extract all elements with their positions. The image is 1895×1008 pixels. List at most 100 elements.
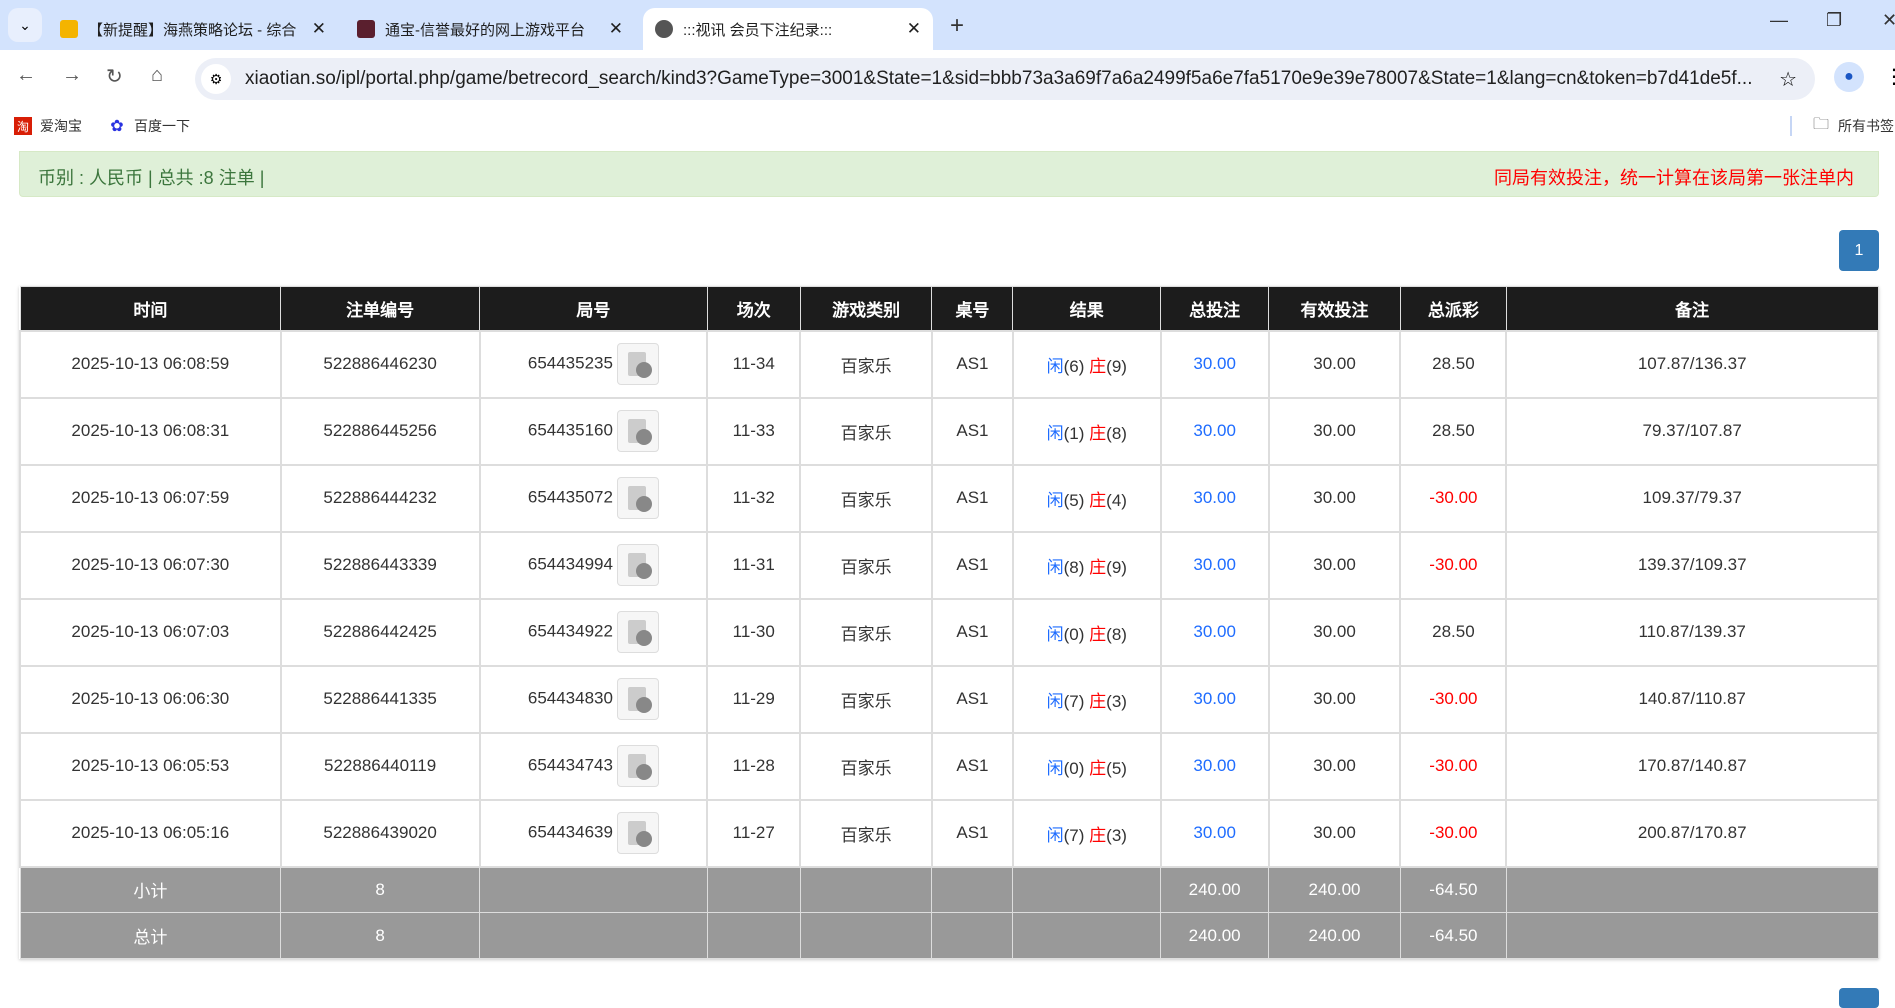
banker-points: (8) bbox=[1106, 624, 1127, 644]
banker-points: (3) bbox=[1106, 825, 1127, 845]
game-type-cell: 百家乐 bbox=[799, 463, 933, 533]
tab-bet-record[interactable]: :::视讯 会员下注纪录::: ✕ bbox=[643, 8, 933, 50]
note-cell: 109.37/79.37 bbox=[1505, 463, 1879, 533]
player-label: 闲 bbox=[1046, 490, 1064, 510]
video-replay-icon[interactable] bbox=[616, 812, 659, 854]
game-type-cell: 百家乐 bbox=[799, 396, 933, 466]
close-tab-icon[interactable]: ✕ bbox=[906, 19, 921, 38]
close-tab-icon[interactable]: ✕ bbox=[311, 19, 326, 38]
column-header: 结果 bbox=[1012, 286, 1162, 331]
total-payout: -64.50 bbox=[1399, 912, 1507, 959]
video-replay-icon[interactable] bbox=[616, 745, 659, 787]
banker-label: 庄 bbox=[1089, 825, 1107, 845]
result-cell: 闲(5) 庄(4) bbox=[1011, 463, 1162, 533]
close-window-icon[interactable]: ✕ bbox=[1882, 10, 1895, 30]
new-tab-plus-icon[interactable]: + bbox=[950, 12, 965, 39]
total-bet-cell: 30.00 bbox=[1159, 530, 1270, 600]
table-header-row: 时间 注单编号 局号 场次 游戏类别 桌号 结果 总投注 有效投注 总派彩 备注 bbox=[19, 286, 1879, 331]
shoe-cell: 11-34 bbox=[706, 329, 802, 399]
banker-points: (4) bbox=[1106, 490, 1127, 510]
shoe-cell: 11-32 bbox=[706, 463, 802, 533]
column-header: 总派彩 bbox=[1399, 286, 1507, 331]
page-button-1[interactable]: 1 bbox=[1839, 230, 1879, 271]
empty-cell bbox=[799, 912, 933, 959]
valid-bet-cell: 30.00 bbox=[1267, 530, 1402, 600]
player-label: 闲 bbox=[1046, 356, 1064, 376]
browser-toolbar: ← → ↻ ⌂ ⚙ xiaotian.so/ipl/portal.php/gam… bbox=[0, 50, 1895, 108]
bet-id-cell: 522886440119 bbox=[279, 731, 481, 801]
bookmark-star-icon[interactable]: ☆ bbox=[1779, 68, 1797, 91]
reload-icon[interactable]: ↻ bbox=[106, 66, 123, 88]
payout-cell: -30.00 bbox=[1399, 463, 1508, 533]
shoe-cell: 11-28 bbox=[706, 731, 802, 801]
time-cell: 2025-10-13 06:05:16 bbox=[19, 798, 282, 868]
total-bet-cell: 30.00 bbox=[1159, 664, 1270, 734]
video-replay-icon[interactable] bbox=[616, 678, 659, 720]
all-bookmarks[interactable]: 🗀 所有书签 bbox=[1812, 116, 1894, 136]
restore-icon[interactable]: ❐ bbox=[1826, 10, 1843, 30]
table-row: 2025-10-13 06:05:53 522886440119 654434743… bbox=[19, 731, 1879, 801]
url-text[interactable]: xiaotian.so/ipl/portal.php/game/betrecor… bbox=[245, 68, 1753, 89]
video-replay-icon[interactable] bbox=[616, 611, 659, 653]
subtotal-bet: 240.00 bbox=[1160, 866, 1270, 913]
minimize-icon[interactable]: — bbox=[1770, 10, 1788, 30]
bookmarks-bar: 淘 爱淘宝 ✿ 百度一下 🗀 所有书签 bbox=[0, 108, 1895, 144]
folder-icon: 🗀 bbox=[1812, 115, 1829, 133]
player-points: (8) bbox=[1063, 557, 1085, 577]
close-tab-icon[interactable]: ✕ bbox=[608, 19, 623, 38]
table-row: 2025-10-13 06:08:31 522886445256 654435160… bbox=[19, 396, 1879, 466]
address-bar[interactable]: ⚙ xiaotian.so/ipl/portal.php/game/betrec… bbox=[195, 58, 1815, 100]
video-replay-icon[interactable] bbox=[616, 410, 659, 452]
result-cell: 闲(7) 庄(3) bbox=[1011, 798, 1162, 868]
game-type-cell: 百家乐 bbox=[799, 664, 933, 734]
total-bet-cell: 30.00 bbox=[1159, 329, 1270, 399]
profile-avatar-icon[interactable]: ● bbox=[1834, 62, 1864, 92]
banker-label: 庄 bbox=[1089, 356, 1107, 376]
result-cell: 闲(7) 庄(3) bbox=[1011, 664, 1162, 734]
empty-cell bbox=[1505, 866, 1879, 913]
back-icon[interactable]: ← bbox=[16, 64, 36, 86]
payout-cell: -30.00 bbox=[1399, 530, 1508, 600]
table-row: 2025-10-13 06:06:30 522886441335 654434830… bbox=[19, 664, 1879, 734]
payout-cell: -30.00 bbox=[1399, 664, 1508, 734]
round-number: 654434922 bbox=[527, 621, 613, 641]
site-info-icon[interactable]: ⚙ bbox=[201, 64, 231, 94]
tab-tongbao[interactable]: 通宝-信誉最好的网上游戏平台 ✕ bbox=[345, 8, 635, 50]
time-cell: 2025-10-13 06:07:30 bbox=[19, 530, 282, 600]
valid-bet-cell: 30.00 bbox=[1267, 329, 1402, 399]
menu-more-icon[interactable]: ⋮ bbox=[1884, 66, 1895, 88]
time-cell: 2025-10-13 06:08:31 bbox=[19, 396, 282, 466]
game-type-cell: 百家乐 bbox=[799, 329, 933, 399]
subtotal-row: 小计 8 240.00 240.00 -64.50 bbox=[19, 866, 1879, 913]
bookmark-baidu[interactable]: ✿ 百度一下 bbox=[108, 116, 190, 136]
tab-search-chevron-icon[interactable]: ⌄ bbox=[8, 8, 42, 42]
payout-cell: 28.50 bbox=[1399, 597, 1508, 667]
banker-points: (8) bbox=[1106, 423, 1127, 443]
column-header: 游戏类别 bbox=[799, 286, 933, 331]
table-number-cell: AS1 bbox=[930, 396, 1014, 466]
result-cell: 闲(8) 庄(9) bbox=[1011, 530, 1162, 600]
bet-id-cell: 522886439020 bbox=[279, 798, 481, 868]
home-icon[interactable]: ⌂ bbox=[151, 64, 164, 86]
bet-record-table: 时间 注单编号 局号 场次 游戏类别 桌号 结果 总投注 有效投注 总派彩 备注 2025-10-1… bbox=[19, 286, 1879, 959]
page-button-bottom[interactable] bbox=[1839, 988, 1879, 1008]
valid-bet-notice: 同局有效投注，统一计算在该局第一张注单内 bbox=[1494, 168, 1854, 188]
video-replay-icon[interactable] bbox=[616, 544, 659, 586]
player-label: 闲 bbox=[1046, 423, 1064, 443]
table-number-cell: AS1 bbox=[930, 798, 1014, 868]
bookmark-taobao[interactable]: 淘 爱淘宝 bbox=[14, 116, 82, 136]
time-cell: 2025-10-13 06:05:53 bbox=[19, 731, 282, 801]
globe-icon bbox=[655, 20, 673, 38]
time-cell: 2025-10-13 06:06:30 bbox=[19, 664, 282, 734]
bookmark-label: 百度一下 bbox=[134, 118, 190, 134]
forward-icon[interactable]: → bbox=[62, 64, 82, 86]
bet-id-cell: 522886443339 bbox=[279, 530, 481, 600]
empty-cell bbox=[479, 866, 708, 913]
bet-id-cell: 522886446230 bbox=[279, 329, 481, 399]
tab-bar: ⌄ 【新提醒】海燕策略论坛 - 综合 ✕ 通宝-信誉最好的网上游戏平台 ✕ ::… bbox=[0, 0, 1895, 50]
video-replay-icon[interactable] bbox=[616, 477, 659, 519]
tab-forum[interactable]: 【新提醒】海燕策略论坛 - 综合 ✕ bbox=[48, 8, 338, 50]
table-number-cell: AS1 bbox=[930, 664, 1014, 734]
video-replay-icon[interactable] bbox=[616, 343, 659, 385]
banker-label: 庄 bbox=[1089, 624, 1107, 644]
